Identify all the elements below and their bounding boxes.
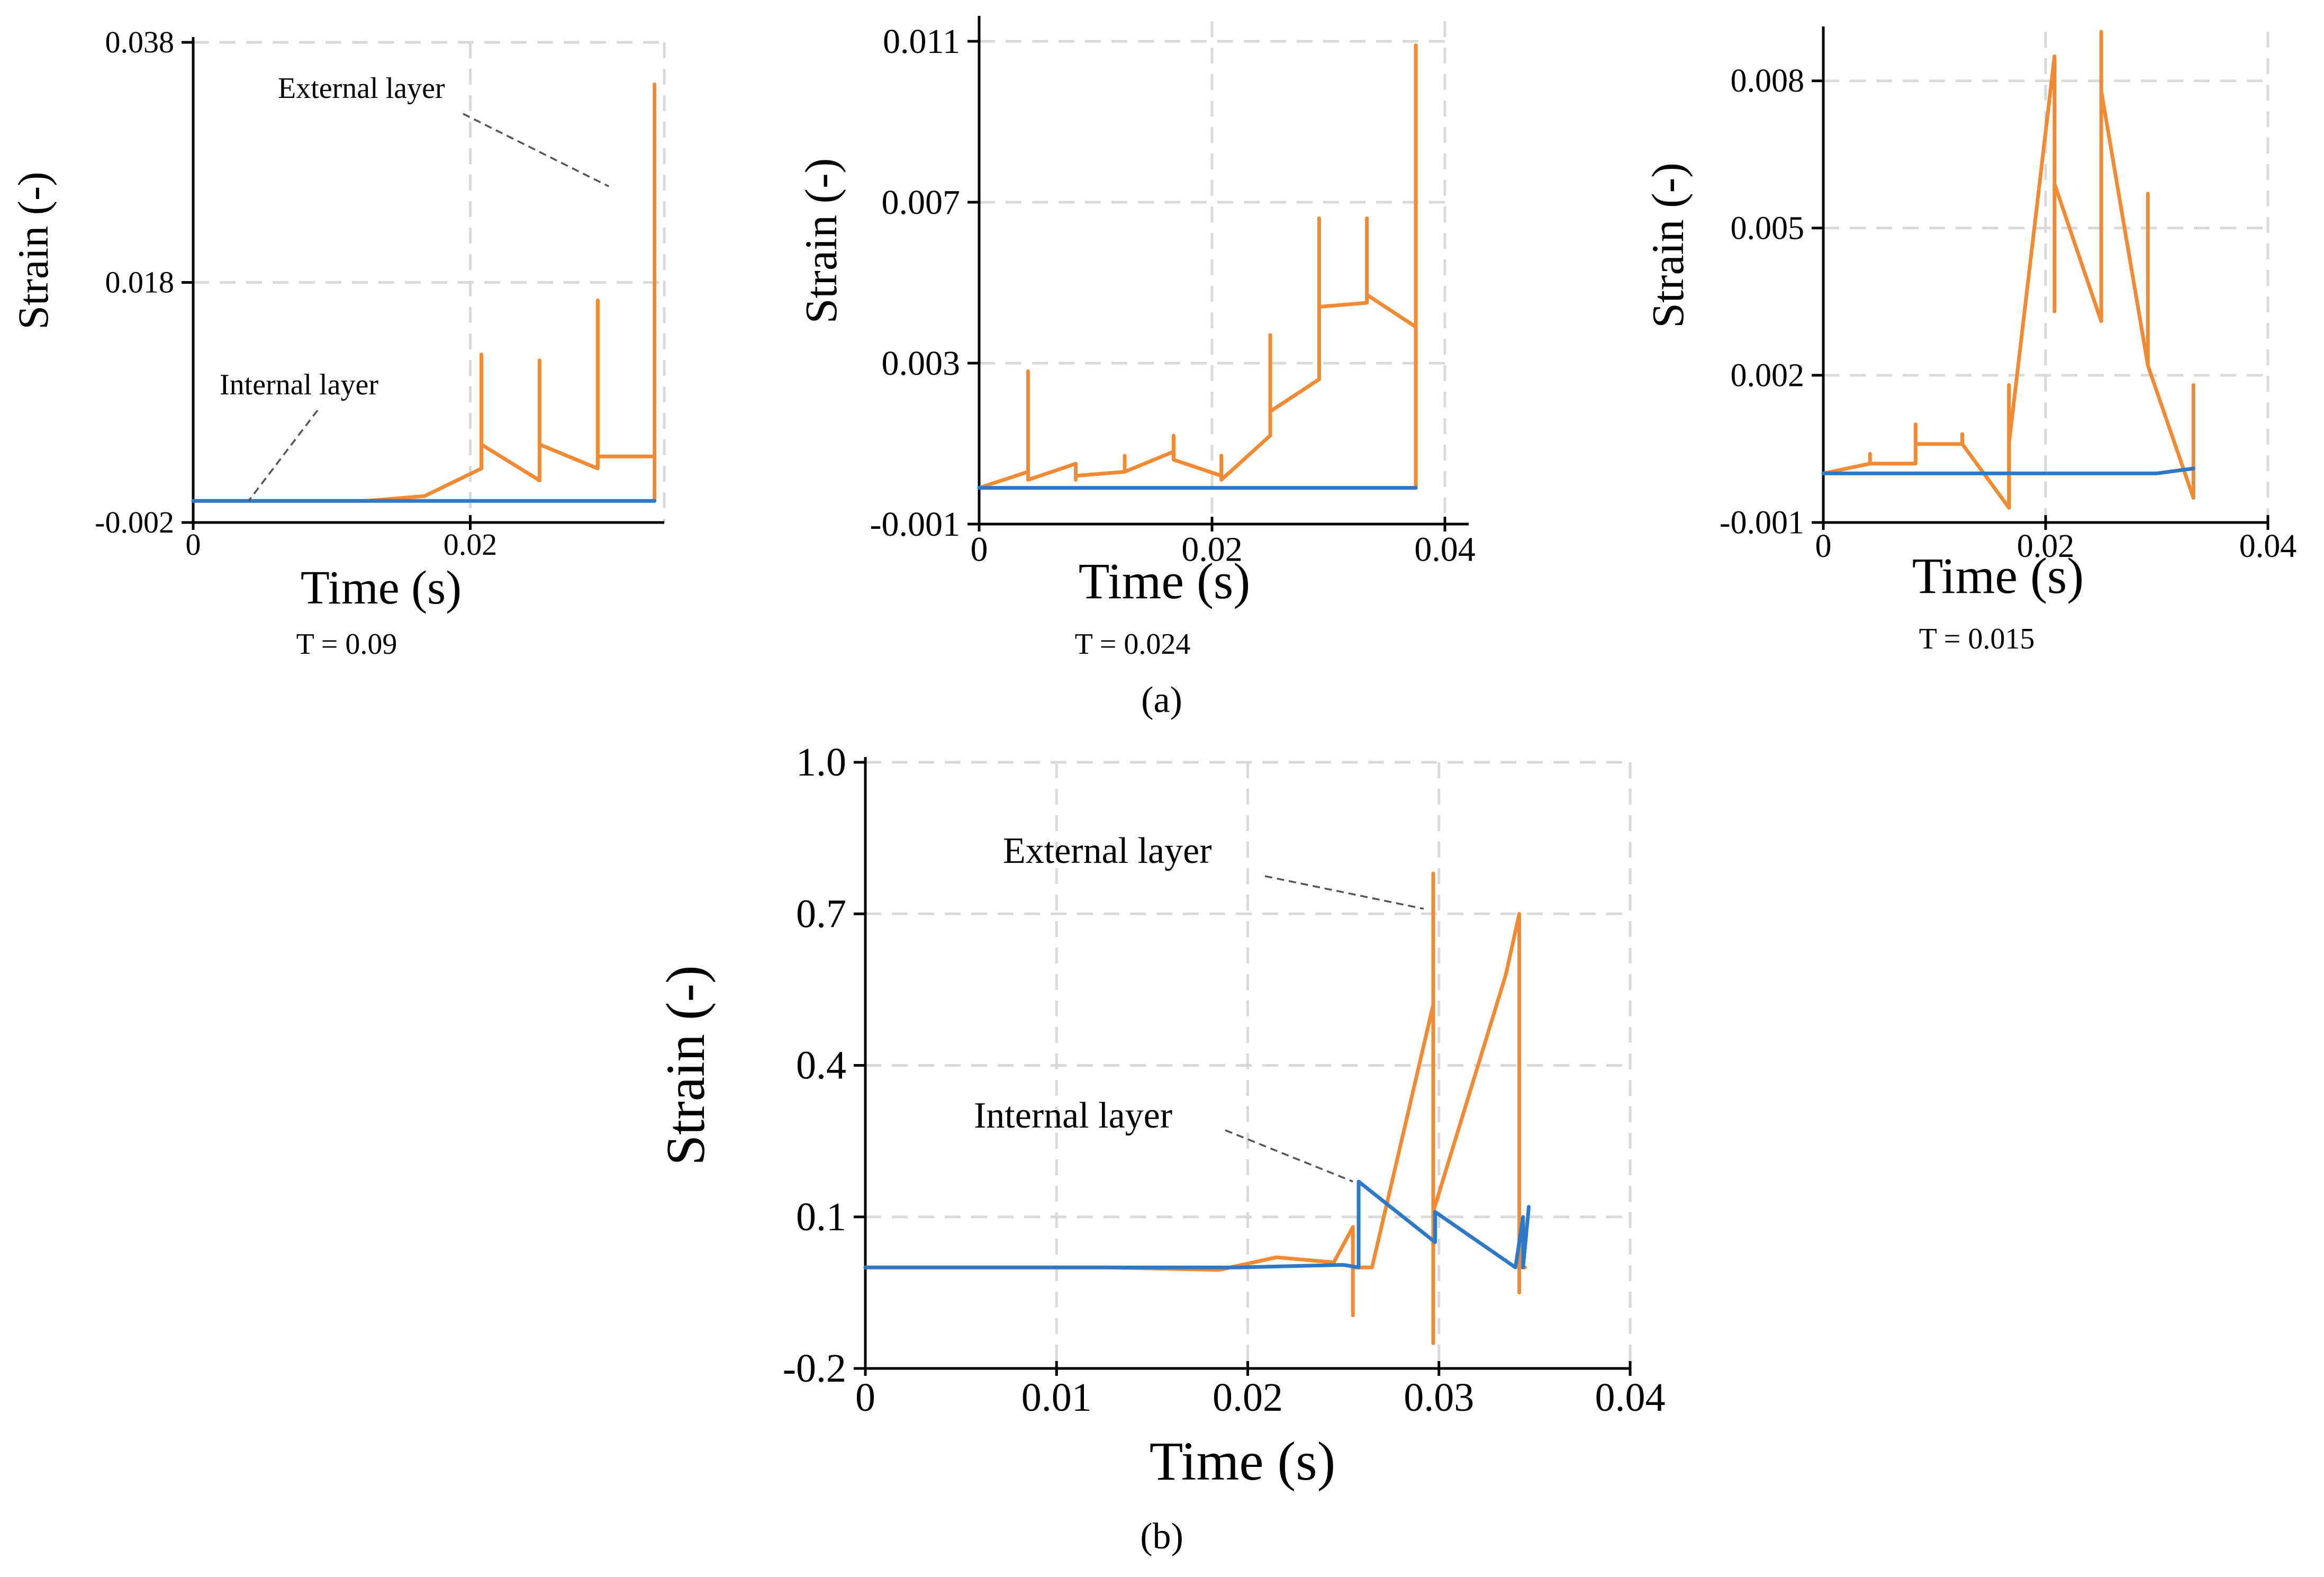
subcaption: T = 0.015 [1919, 623, 2035, 655]
y-tick-label: 0.1 [796, 1195, 846, 1239]
chart-a1: 0 0.02 -0.002 0.018 0.038 Time (s) Strain (-) E… [9, 25, 666, 661]
x-tick-label: 0.04 [1595, 1375, 1666, 1420]
series-external-line [863, 871, 1527, 1345]
leader-line-external [463, 113, 610, 187]
x-tick-label: 0.02 [1181, 530, 1243, 569]
x-axis-label: Time (s) [1079, 553, 1251, 609]
x-tick-label: 0 [1815, 528, 1832, 564]
y-tick-label: 0.005 [1731, 210, 1805, 246]
series-internal-line [1821, 466, 2195, 475]
leader-line-internal [248, 409, 319, 502]
series-external-line [1821, 30, 2195, 510]
y-tick-label: 0.003 [882, 344, 961, 383]
caption-a: (a) [1141, 680, 1182, 720]
annotation-internal: Internal layer [974, 1095, 1172, 1136]
x-axis-label: Time (s) [1912, 547, 2084, 604]
y-tick-label: 0.002 [1731, 357, 1805, 393]
y-axis-label: Strain (-) [1642, 163, 1693, 328]
x-tick-label: 0.02 [444, 527, 498, 562]
series-external-line [977, 43, 1418, 490]
subcaption: T = 0.024 [1075, 628, 1191, 661]
plots-container: 0 0.02 -0.002 0.018 0.038 Time (s) Strain (-) E… [9, 16, 2296, 1492]
y-tick-label: 0.008 [1731, 63, 1805, 99]
annotation-external: External layer [278, 72, 445, 105]
x-tick-label: 0 [971, 530, 988, 569]
x-tick-label: 0.03 [1404, 1375, 1474, 1420]
x-tick-label: 0.02 [2017, 528, 2075, 564]
annotation-external: External layer [1003, 831, 1212, 871]
x-tick-label: 0.04 [2239, 528, 2297, 564]
x-tick-label: 0.02 [1213, 1375, 1283, 1420]
chart-b: 0 0.01 0.02 0.03 0.04 -0.2 0.1 0.4 0.7 1.0 Time (s… [655, 740, 1666, 1492]
y-axis-label: Strain (-) [9, 172, 57, 329]
x-axis-label: Time (s) [301, 562, 462, 614]
y-tick-label: -0.001 [1720, 504, 1804, 540]
y-tick-label: 0.038 [105, 25, 175, 59]
annotation-internal: Internal layer [220, 368, 378, 401]
y-tick-label: 0.7 [796, 891, 846, 936]
y-tick-label: -0.2 [783, 1346, 846, 1391]
x-tick-label: 0 [855, 1375, 875, 1420]
chart-a3: 0 0.02 0.04 -0.001 0.002 0.005 0.008 Time (s) St… [1642, 26, 2296, 655]
y-tick-label: 0.007 [882, 183, 961, 222]
x-tick-label: 0.04 [1414, 530, 1476, 569]
caption-b: (b) [1140, 1516, 1183, 1557]
x-tick-label: 0 [186, 527, 201, 562]
x-axis-label: Time (s) [1150, 1431, 1336, 1492]
leader-line-external [1264, 875, 1424, 910]
chart-a2: 0 0.02 0.04 -0.001 0.003 0.007 0.011 Time (s) St… [795, 16, 1476, 661]
y-tick-label: 1.0 [796, 740, 846, 785]
y-axis-label: Strain (-) [655, 965, 716, 1165]
y-axis-label: Strain (-) [795, 158, 846, 324]
y-tick-label: 0.4 [796, 1043, 846, 1088]
y-tick-label: -0.002 [95, 505, 174, 539]
y-tick-label: 0.011 [883, 22, 960, 61]
series-external-line [191, 82, 657, 503]
leader-line-internal [1225, 1129, 1353, 1183]
y-tick-label: -0.001 [870, 505, 960, 544]
series-internal-line [863, 1179, 1531, 1269]
x-tick-label: 0.01 [1021, 1375, 1092, 1420]
y-tick-label: 0.018 [105, 265, 175, 300]
subcaption: T = 0.09 [296, 628, 397, 661]
